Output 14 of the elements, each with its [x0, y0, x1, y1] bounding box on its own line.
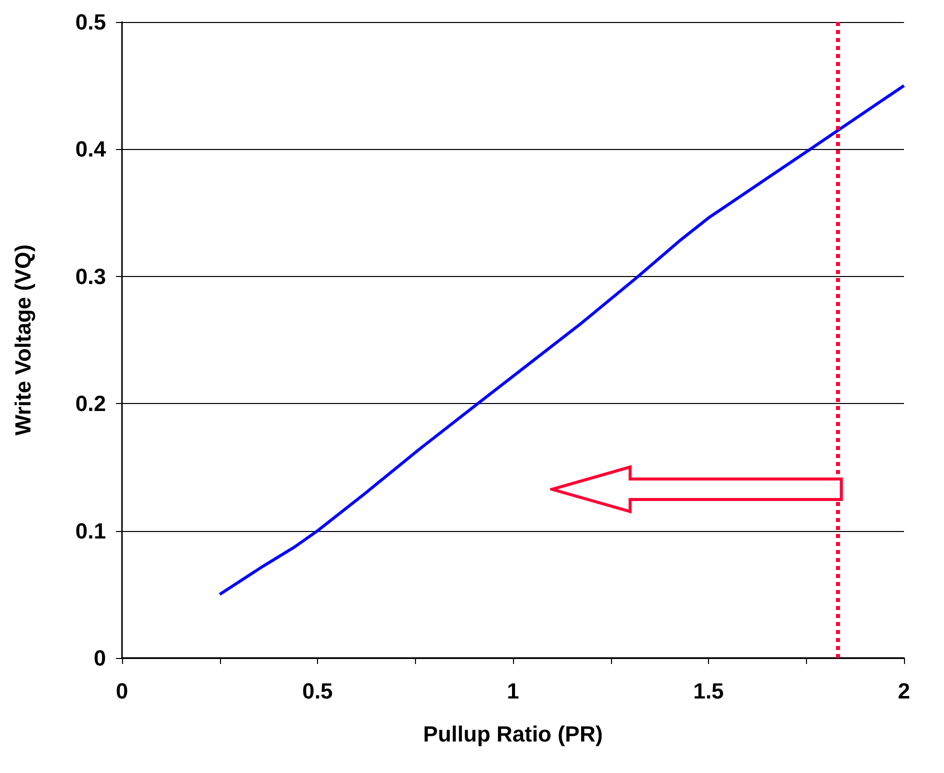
x-tick-label: 1.5	[693, 678, 724, 704]
x-tick-label: 0	[116, 678, 128, 704]
x-tick-label: 1	[506, 678, 520, 704]
x-axis-title: Pullup Ratio (PR)	[423, 722, 603, 746]
y-tick-label: 0.1	[75, 518, 106, 544]
y-tick-label: 0.3	[75, 264, 106, 289]
x-tick-label: 0.5	[302, 678, 333, 704]
y-tick-label: 0.2	[75, 391, 106, 416]
y-tick-label: 0.4	[75, 136, 107, 162]
y-tick-label: 0.5	[75, 10, 106, 34]
y-tick-label: 0	[94, 646, 106, 670]
x-tick-label: 2	[898, 678, 910, 704]
line-series	[218, 84, 906, 596]
y-axis-title: Write Voltage (VQ)	[10, 244, 36, 436]
